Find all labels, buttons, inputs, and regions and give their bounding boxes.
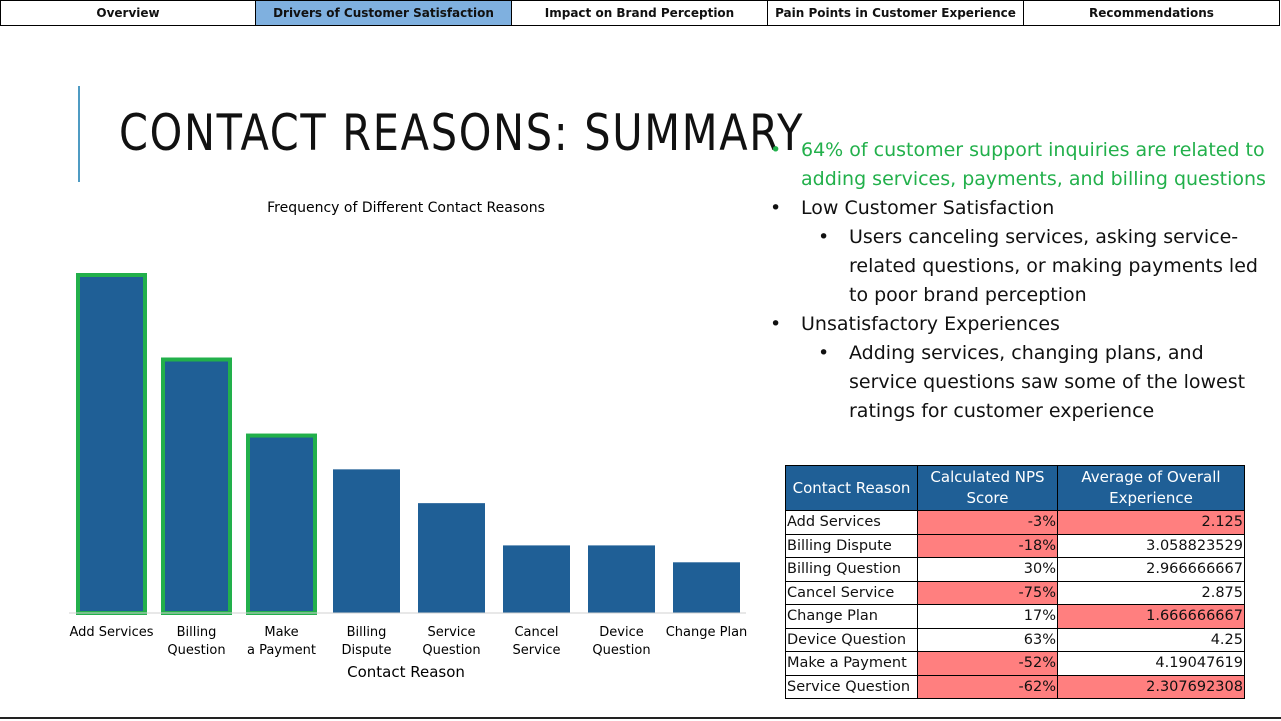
cell-contact-reason: Add Services <box>785 510 918 535</box>
table-row: Cancel Service -75% 2.875 <box>785 580 1245 605</box>
top-nav: Overview Drivers of Customer Satisfactio… <box>0 0 1281 28</box>
bullet-dot-icon: • <box>770 139 782 161</box>
bar-service-question <box>418 503 485 613</box>
header-nps-score: Calculated NPS Score <box>917 465 1058 511</box>
x-tick-label: Device Question <box>592 625 650 658</box>
sub-bullet-text: Users canceling services, asking service… <box>849 226 1258 306</box>
header-overall-experience: Average of Overall Experience <box>1057 465 1245 511</box>
cell-overall-experience: 2.875 <box>1057 580 1245 605</box>
x-tick-label: Add Services <box>69 625 153 640</box>
cell-nps-score: 30% <box>917 557 1058 582</box>
table-row: Device Question 63% 4.25 <box>785 627 1245 652</box>
sub-bullet-item: • Adding services, changing plans, and s… <box>770 339 1270 426</box>
bar-add-services <box>76 273 147 615</box>
cell-overall-experience: 2.307692308 <box>1057 674 1245 699</box>
table-row: Add Services -3% 2.125 <box>785 510 1245 535</box>
tab-recommendations[interactable]: Recommendations <box>1024 0 1280 26</box>
cell-nps-score: -75% <box>917 580 1058 605</box>
cell-overall-experience: 2.966666667 <box>1057 557 1245 582</box>
table-row: Service Question -62% 2.307692308 <box>785 674 1245 699</box>
bar-change-plan <box>673 562 740 613</box>
bullet-item: • 64% of customer support inquiries are … <box>770 136 1270 194</box>
cell-contact-reason: Billing Question <box>785 557 918 582</box>
bar-make-a-payment <box>246 433 317 615</box>
x-tick-label: Billing Dispute <box>342 625 392 658</box>
tab-overview[interactable]: Overview <box>0 0 256 26</box>
page-title: CONTACT REASONS: SUMMARY <box>119 104 805 162</box>
cell-contact-reason: Billing Dispute <box>785 533 918 558</box>
tab-drivers-of-customer-satisfaction[interactable]: Drivers of Customer Satisfaction <box>256 0 512 26</box>
bar-billing-dispute <box>333 469 400 613</box>
cell-nps-score: -62% <box>917 674 1058 699</box>
cell-nps-score: -52% <box>917 651 1058 676</box>
cell-contact-reason: Device Question <box>785 627 918 652</box>
cell-overall-experience: 4.25 <box>1057 627 1245 652</box>
contact-reason-table: Contact Reason Calculated NPS Score Aver… <box>785 465 1245 699</box>
cell-overall-experience: 3.058823529 <box>1057 533 1245 558</box>
x-axis-label: Contact Reason <box>347 663 465 681</box>
x-tick-label: Cancel Service <box>512 625 560 658</box>
bullet-text: Unsatisfactory Experiences <box>801 313 1060 335</box>
bullet-text: Low Customer Satisfaction <box>801 197 1055 219</box>
cell-contact-reason: Change Plan <box>785 604 918 629</box>
bullet-item: • Low Customer Satisfaction <box>770 194 1270 223</box>
cell-contact-reason: Service Question <box>785 674 918 699</box>
cell-nps-score: 17% <box>917 604 1058 629</box>
table-header-row: Contact Reason Calculated NPS Score Aver… <box>785 465 1245 511</box>
sub-bullet-text: Adding services, changing plans, and ser… <box>849 342 1246 422</box>
chart-title: Frequency of Different Contact Reasons <box>267 200 545 216</box>
sub-bullet-item: • Users canceling services, asking servi… <box>770 223 1270 310</box>
bar-billing-question <box>161 357 232 615</box>
bullet-dot-icon: • <box>770 313 782 335</box>
bullet-dot-icon: • <box>770 197 782 219</box>
bullet-text: 64% of customer support inquiries are re… <box>801 139 1266 190</box>
x-tick-label: Change Plan <box>666 625 748 640</box>
x-tick-label: Make a Payment <box>247 625 316 658</box>
tab-pain-points[interactable]: Pain Points in Customer Experience <box>768 0 1024 26</box>
bullet-dot-icon: • <box>818 342 830 364</box>
table-row: Billing Question 30% 2.966666667 <box>785 557 1245 582</box>
x-tick-label: Billing Question <box>167 625 225 658</box>
table-row: Billing Dispute -18% 3.058823529 <box>785 533 1245 558</box>
header-contact-reason: Contact Reason <box>785 465 918 511</box>
cell-overall-experience: 2.125 <box>1057 510 1245 535</box>
table-row: Change Plan 17% 1.666666667 <box>785 604 1245 629</box>
bottom-divider <box>0 717 1281 719</box>
tab-impact-on-brand-perception[interactable]: Impact on Brand Perception <box>512 0 768 26</box>
cell-contact-reason: Make a Payment <box>785 651 918 676</box>
cell-overall-experience: 1.666666667 <box>1057 604 1245 629</box>
bullet-dot-icon: • <box>818 226 830 248</box>
summary-bullets: • 64% of customer support inquiries are … <box>770 136 1270 426</box>
cell-nps-score: -3% <box>917 510 1058 535</box>
cell-nps-score: 63% <box>917 627 1058 652</box>
cell-contact-reason: Cancel Service <box>785 580 918 605</box>
cell-nps-score: -18% <box>917 533 1058 558</box>
bar-cancel-service <box>503 545 570 613</box>
table-row: Make a Payment -52% 4.19047619 <box>785 651 1245 676</box>
contact-reasons-bar-chart: Frequency of Different Contact Reasons A… <box>69 200 748 681</box>
bullet-item: • Unsatisfactory Experiences <box>770 310 1270 339</box>
x-tick-label: Service Question <box>422 625 480 658</box>
title-accent-bar <box>78 86 80 182</box>
bar-device-question <box>588 545 655 613</box>
cell-overall-experience: 4.19047619 <box>1057 651 1245 676</box>
